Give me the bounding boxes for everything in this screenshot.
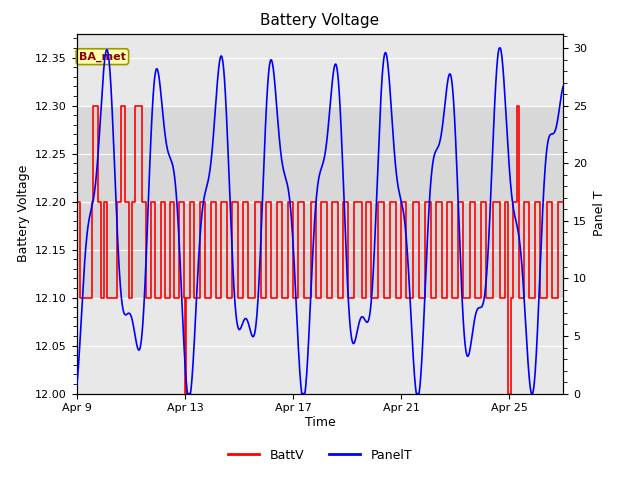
Text: BA_met: BA_met [79,51,126,62]
Y-axis label: Panel T: Panel T [593,191,605,237]
Title: Battery Voltage: Battery Voltage [260,13,380,28]
Bar [77,106,563,298]
Y-axis label: Battery Voltage: Battery Voltage [17,165,29,262]
Legend: BattV, PanelT: BattV, PanelT [223,444,417,467]
X-axis label: Time: Time [305,416,335,429]
